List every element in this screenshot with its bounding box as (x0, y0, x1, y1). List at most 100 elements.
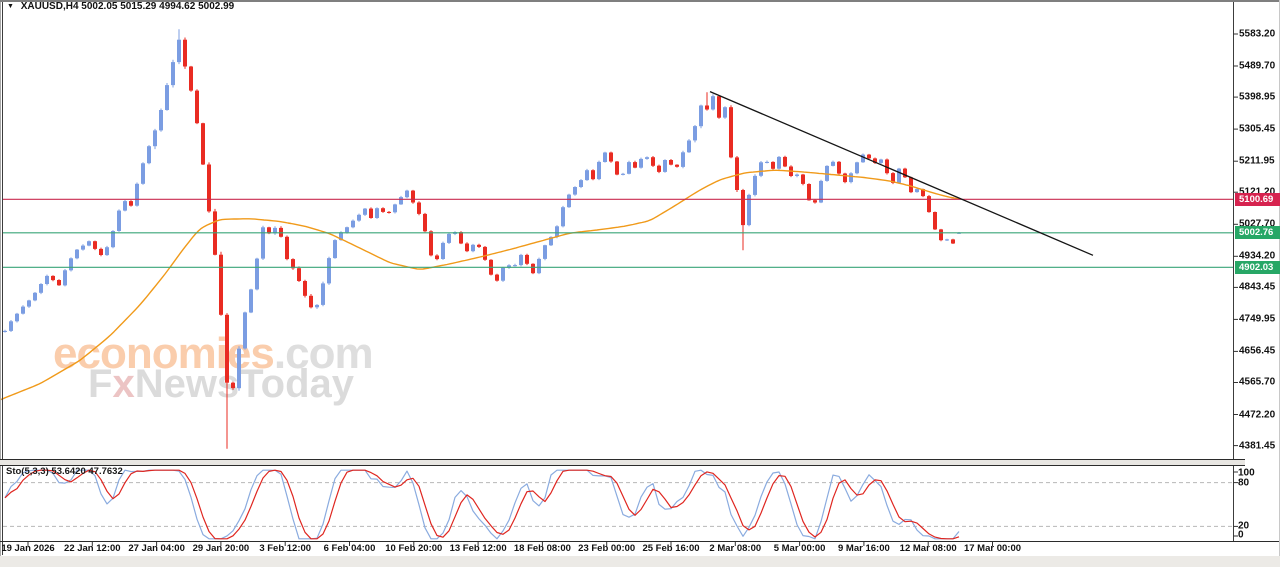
up-candle (663, 160, 667, 172)
up-candle (861, 154, 865, 163)
up-candle (261, 227, 265, 259)
down-candle (477, 244, 481, 247)
up-candle (243, 312, 247, 349)
up-candle (237, 348, 241, 389)
up-candle (405, 190, 409, 198)
up-candle (171, 62, 175, 86)
down-candle (189, 66, 193, 91)
up-candle (879, 159, 883, 163)
up-candle (579, 180, 583, 187)
up-candle (273, 227, 277, 234)
up-candle (855, 162, 859, 174)
down-candle (423, 213, 427, 232)
up-candle (507, 265, 511, 268)
down-candle (843, 173, 847, 183)
down-candle (483, 246, 487, 260)
up-candle (39, 284, 43, 293)
up-candle (123, 201, 127, 211)
down-candle (309, 295, 313, 308)
down-candle (381, 208, 385, 212)
down-candle (669, 160, 673, 165)
up-candle (513, 265, 517, 267)
down-candle (51, 275, 55, 281)
up-candle (699, 105, 703, 127)
up-candle (687, 140, 691, 153)
down-candle (609, 152, 613, 162)
up-candle (111, 231, 115, 248)
up-candle (747, 194, 751, 226)
down-candle (93, 241, 97, 249)
up-candle (33, 292, 37, 301)
down-candle (231, 382, 235, 389)
down-candle (207, 164, 211, 212)
up-candle (693, 126, 697, 141)
up-candle (501, 267, 505, 281)
up-candle (159, 110, 163, 131)
up-candle (153, 130, 157, 147)
up-candle (441, 242, 445, 259)
window-left-border (0, 2, 1, 556)
down-candle (297, 268, 301, 281)
up-candle (561, 207, 565, 227)
up-candle (255, 258, 259, 290)
down-candle (921, 189, 925, 197)
up-candle (399, 197, 403, 205)
down-candle (633, 162, 637, 168)
up-candle (315, 304, 319, 308)
down-candle (99, 248, 103, 255)
up-candle (357, 214, 361, 221)
up-candle (849, 173, 853, 183)
up-candle (621, 173, 625, 175)
up-candle (165, 85, 169, 110)
up-candle (711, 96, 715, 110)
down-candle (801, 174, 805, 184)
watermark-tagline: FxNewsToday (88, 362, 354, 407)
up-candle (15, 313, 19, 322)
down-candle (267, 227, 271, 234)
down-candle (807, 184, 811, 201)
up-candle (393, 204, 397, 213)
down-candle (771, 161, 775, 169)
up-candle (321, 283, 325, 305)
down-candle (741, 190, 745, 226)
up-candle (537, 258, 541, 274)
down-candle (531, 263, 535, 274)
down-candle (717, 96, 721, 118)
down-candle (867, 154, 871, 159)
up-candle (177, 39, 181, 63)
down-candle (951, 239, 955, 244)
up-candle (567, 194, 571, 208)
down-candle (651, 157, 655, 166)
down-candle (495, 274, 499, 281)
up-candle (21, 306, 25, 314)
down-candle (465, 243, 469, 252)
up-candle (45, 275, 49, 284)
down-candle (705, 105, 709, 110)
stochastic-signal-line (4, 469, 960, 540)
down-candle (57, 280, 61, 286)
down-candle (225, 314, 229, 383)
down-candle (891, 173, 895, 183)
down-candle (435, 255, 439, 260)
up-candle (945, 239, 949, 241)
down-candle (783, 156, 787, 167)
up-candle (81, 245, 85, 250)
up-candle (69, 258, 73, 271)
down-candle (873, 158, 877, 163)
down-candle (615, 161, 619, 175)
down-candle (933, 212, 937, 230)
up-candle (339, 232, 343, 241)
down-candle (303, 281, 307, 296)
up-candle (549, 236, 553, 246)
down-candle (369, 208, 373, 218)
down-candle (939, 229, 943, 241)
up-candle (723, 107, 727, 118)
up-candle (639, 158, 643, 168)
down-candle (291, 259, 295, 269)
up-candle (249, 289, 253, 313)
up-candle (141, 163, 145, 184)
watermark-tagline-f: F (88, 362, 113, 406)
down-candle (903, 168, 907, 178)
